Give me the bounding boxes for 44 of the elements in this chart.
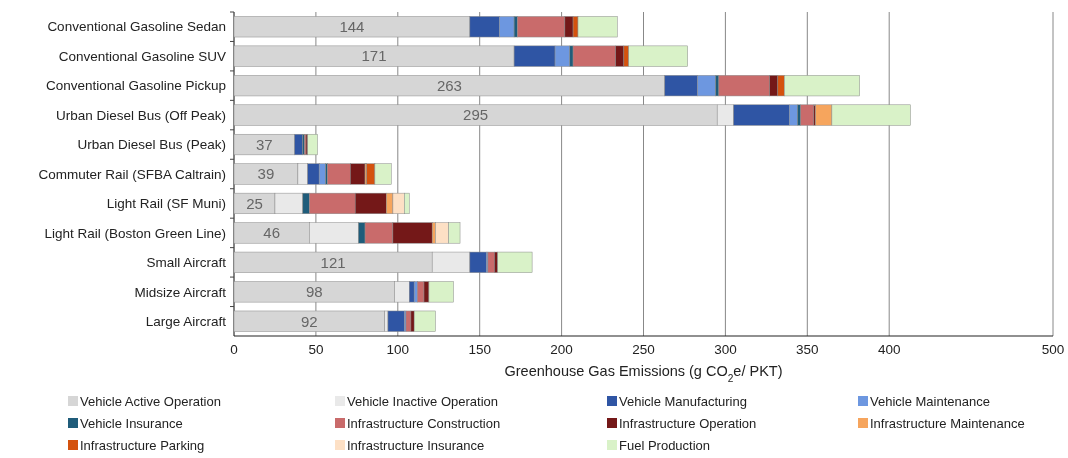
y-tick-label: Light Rail (SF Muni) (106, 196, 226, 212)
legend-label: Vehicle Inactive Operation (347, 394, 499, 409)
y-tick-label: Commuter Rail (SFBA Caltrain) (38, 166, 226, 182)
y-tick-label: Conventional Gasoline Sedan (47, 19, 226, 35)
data-label: 25 (246, 194, 263, 212)
legend-label: Infrastructure Operation (619, 416, 757, 431)
data-label: 171 (361, 47, 387, 65)
data-label: 144 (339, 17, 365, 35)
legend-label: Fuel Production (619, 438, 711, 453)
y-tick-label: Midsize Aircraft (134, 284, 227, 300)
x-tick-label: 200 (550, 342, 573, 357)
data-label: 39 (257, 165, 275, 183)
x-tick-label: 0 (230, 342, 238, 357)
y-tick-label: Urban Diesel Bus (Off Peak) (55, 107, 226, 123)
legend-label: Infrastructure Maintenance (870, 416, 1025, 431)
legend-label: Vehicle Active Operation (80, 394, 221, 409)
y-tick-label: Urban Diesel Bus (Peak) (77, 137, 226, 153)
data-label: 263 (436, 76, 462, 94)
x-axis-title: Greenhouse Gas Emissions (g CO$_{2}$e/ PKT) (504, 363, 783, 384)
x-tick-label: 50 (308, 342, 324, 357)
legend-label: Infrastructure Construction (347, 416, 501, 431)
data-label: 37 (255, 135, 273, 153)
x-tick-label: 400 (877, 342, 901, 357)
legend-label: Vehicle Maintenance (870, 394, 990, 409)
x-tick-label: 250 (632, 342, 655, 357)
x-tick-label: 500 (1041, 342, 1065, 357)
legend-label: Infrastructure Insurance (347, 438, 485, 453)
y-tick-label: Light Rail (Boston Green Line) (44, 225, 226, 241)
y-tick-label: Conventional Gasoline Pickup (45, 78, 226, 94)
x-tick-label: 150 (468, 342, 491, 357)
legend-label: Vehicle Insurance (80, 416, 183, 431)
y-tick-label: Large Aircraft (145, 314, 227, 329)
y-tick-label: Conventional Gasoline SUV (58, 48, 226, 64)
x-tick-label: 300 (714, 342, 737, 357)
y-tick-label: Small Aircraft (146, 255, 227, 271)
data-label: 121 (320, 253, 346, 271)
data-label: 46 (263, 224, 281, 242)
x-tick-label: 350 (796, 342, 819, 357)
data-label: 92 (301, 312, 318, 330)
data-label: 98 (305, 283, 323, 301)
x-tick-label: 100 (386, 342, 410, 357)
legend-label: Vehicle Manufacturing (619, 394, 747, 409)
data-label: 295 (463, 106, 489, 124)
legend-label: Infrastructure Parking (80, 438, 205, 453)
